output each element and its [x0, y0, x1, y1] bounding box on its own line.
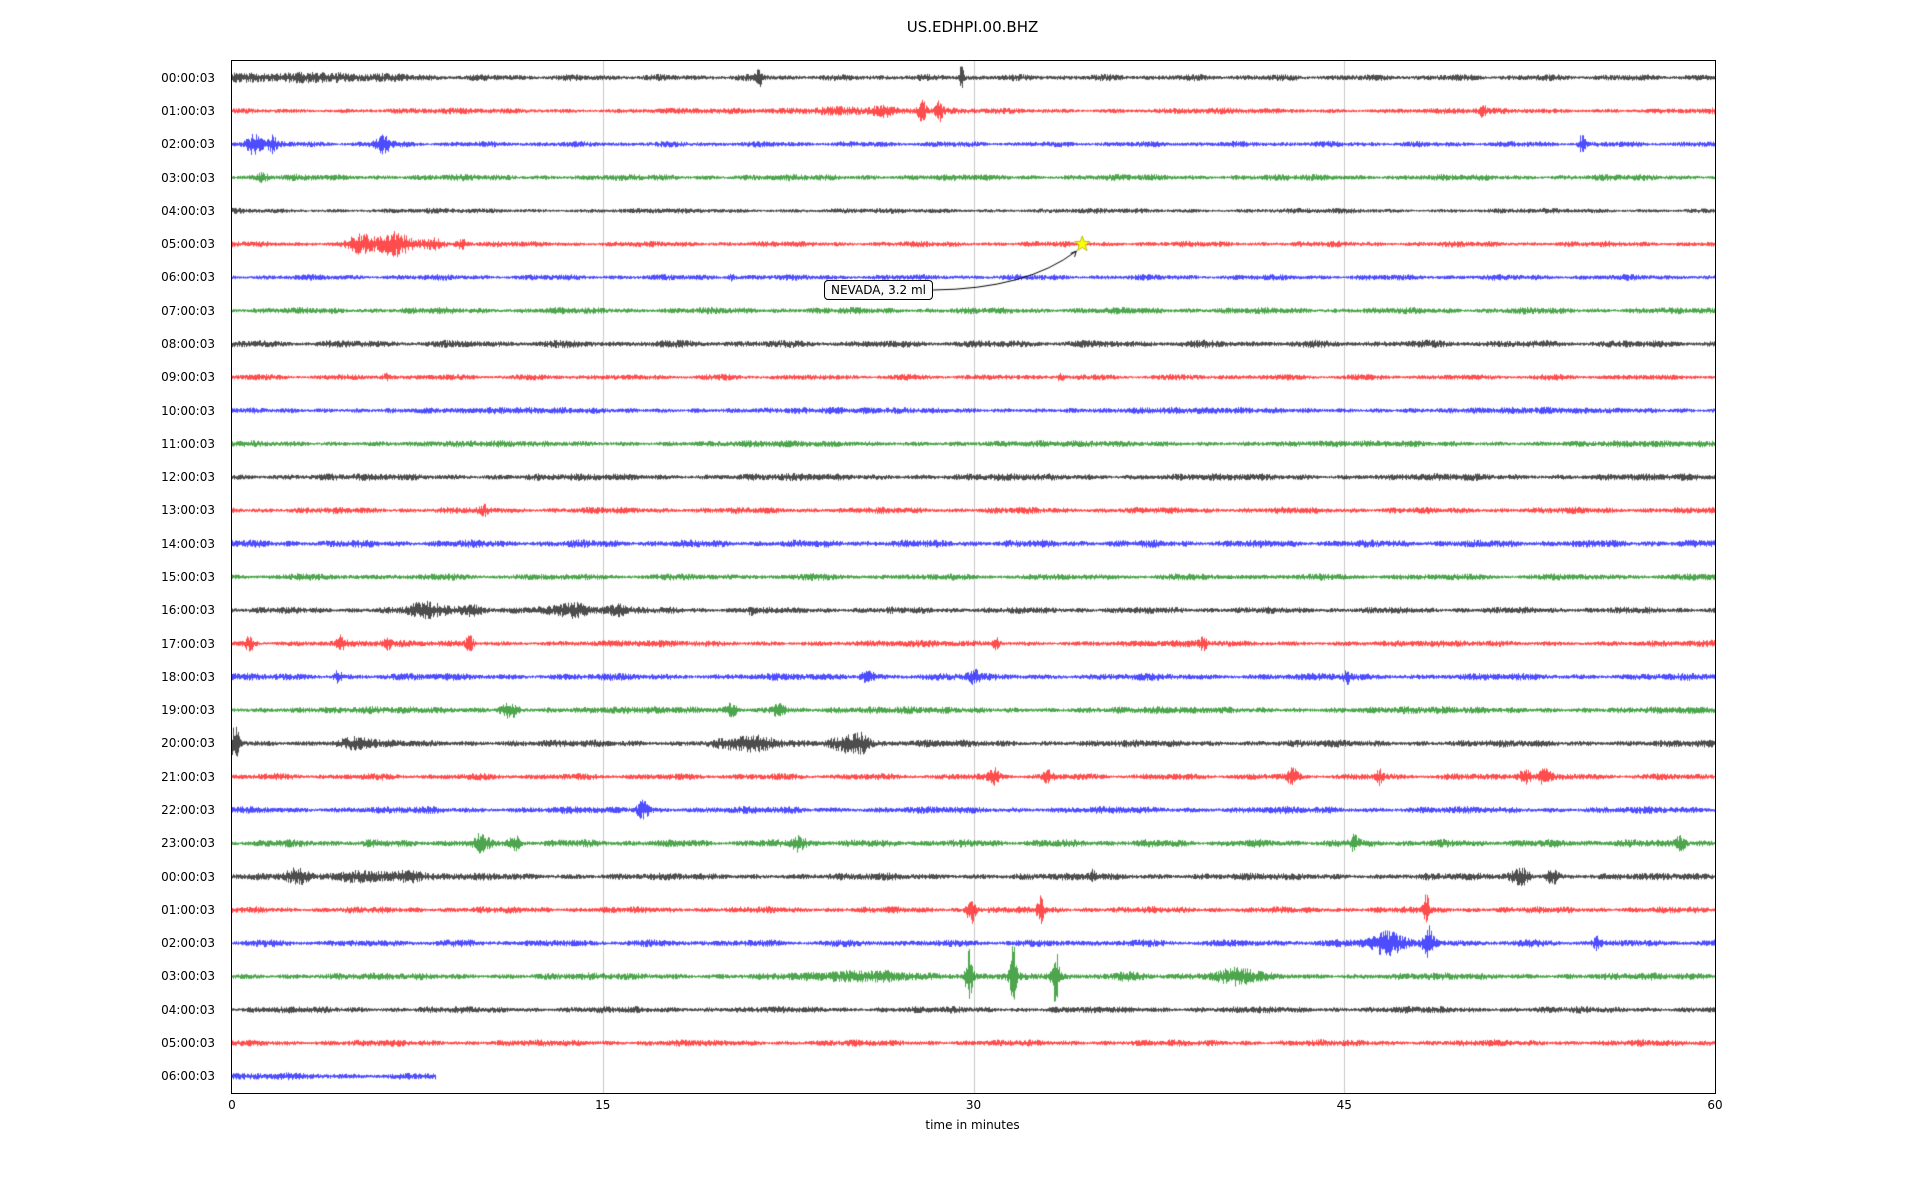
trace-time-label: 05:00:03	[161, 237, 215, 252]
trace-time-label: 21:00:03	[161, 769, 215, 784]
trace-time-label: 04:00:03	[161, 1002, 215, 1017]
chart-title: US.EDHPI.00.BHZ	[906, 18, 1039, 36]
event-annotation: NEVADA, 3.2 ml	[824, 280, 933, 300]
trace-time-label: 12:00:03	[161, 470, 215, 485]
trace-time-label: 22:00:03	[161, 803, 215, 818]
trace-time-label: 13:00:03	[161, 503, 215, 518]
x-tick-label: 45	[1336, 1098, 1352, 1112]
x-tick-label: 30	[965, 1098, 982, 1112]
trace-time-label: 08:00:03	[161, 336, 215, 351]
plot-area	[231, 60, 1716, 1094]
trace-time-label: 18:00:03	[161, 669, 215, 684]
trace-time-label: 07:00:03	[161, 303, 215, 318]
trace-time-label: 11:00:03	[161, 436, 215, 451]
trace-time-label: 00:00:03	[161, 869, 215, 884]
trace-time-label: 09:00:03	[161, 370, 215, 385]
trace-time-label: 06:00:03	[161, 1069, 215, 1084]
trace-time-label: 02:00:03	[161, 137, 215, 152]
trace-time-label: 03:00:03	[161, 170, 215, 185]
trace-time-label: 14:00:03	[161, 536, 215, 551]
trace-time-label: 23:00:03	[161, 836, 215, 851]
trace-time-label: 05:00:03	[161, 1036, 215, 1051]
trace-time-label: 19:00:03	[161, 703, 215, 718]
waveform-canvas	[232, 61, 1715, 1093]
x-tick-label: 60	[1707, 1098, 1723, 1112]
trace-time-label: 04:00:03	[161, 203, 215, 218]
trace-time-label: 06:00:03	[161, 270, 215, 285]
trace-time-label: 00:00:03	[161, 70, 215, 85]
trace-time-label: 10:00:03	[161, 403, 215, 418]
trace-time-label: 03:00:03	[161, 969, 215, 984]
trace-time-label: 15:00:03	[161, 570, 215, 584]
trace-time-label: 16:00:03	[161, 603, 215, 618]
x-tick-label: 15	[595, 1098, 611, 1112]
trace-time-label: 01:00:03	[161, 103, 215, 118]
trace-time-label: 01:00:03	[161, 902, 215, 917]
x-tick-label: 0	[228, 1098, 236, 1112]
trace-time-label: 02:00:03	[161, 936, 215, 951]
trace-time-label: 20:00:03	[161, 736, 215, 751]
trace-time-label: 17:00:03	[161, 636, 215, 651]
x-axis-title: time in minutes	[925, 1118, 1020, 1132]
